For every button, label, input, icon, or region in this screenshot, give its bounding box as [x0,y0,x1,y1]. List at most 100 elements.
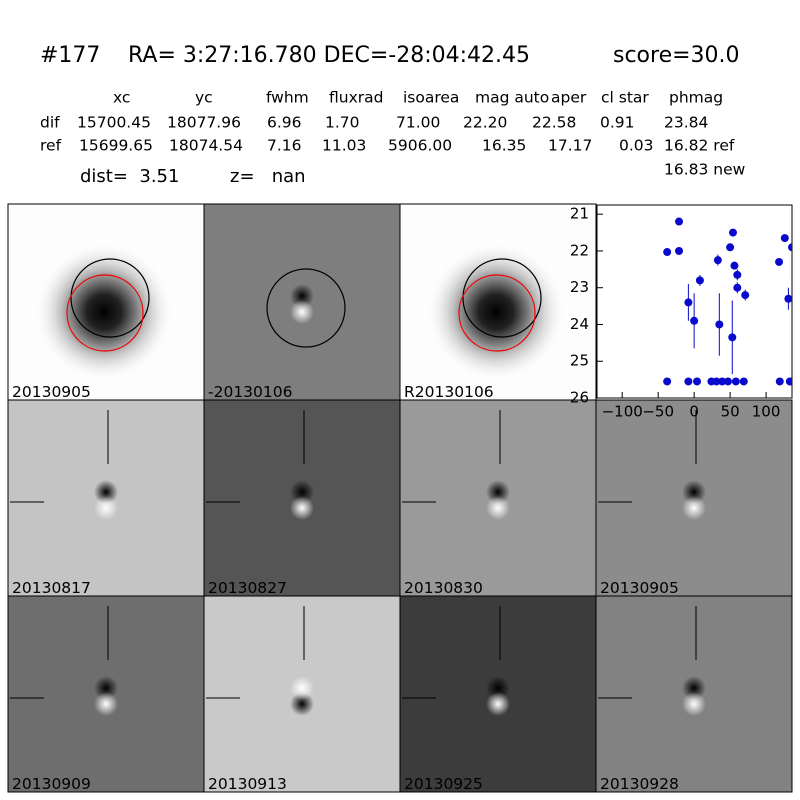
phmag-new: 16.83 new [664,161,746,179]
table-cell: 16.82 ref [664,137,735,155]
table-cell: 71.00 [396,114,440,132]
x-tick-label: 0 [689,403,699,421]
column-header: yc [195,89,213,107]
y-tick-label: 22 [570,241,589,259]
table-cell: 15700.45 [77,114,151,132]
bright-lobe [94,496,118,520]
point [733,283,742,292]
bright-lobe [682,692,706,716]
point [663,248,672,257]
point [728,333,737,342]
point [693,377,702,386]
point [684,377,693,386]
y-tick-label: 24 [570,315,589,333]
bright-lobe [94,692,118,716]
point [726,243,735,252]
table-cell: 15699.65 [79,137,153,155]
stamp-grid: 20130905 -20130106 R20130106 20130817 201308… [7,203,793,793]
column-header: mag auto [475,89,549,107]
table-cell: 22.20 [463,114,507,132]
bright-lobe [290,496,314,520]
stamp-label: 20130928 [600,775,679,793]
dist: dist= 3.51 [80,166,179,187]
aperture [66,274,144,352]
point [713,256,722,265]
point [785,377,792,386]
row-label: dif [40,114,60,132]
galaxy [34,242,174,382]
stamp-label: 20130905 [600,579,679,597]
y-tick-label: 21 [570,205,589,223]
stamp-label: 20130909 [12,775,91,793]
x-tick-label: −50 [642,403,674,421]
point [741,291,750,300]
stamp-label: 20130817 [12,579,91,597]
aperture [458,274,536,352]
stamp-label: 20130913 [208,775,287,793]
column-header: fluxrad [329,89,383,107]
point [788,243,792,252]
y-tick-label: 23 [570,278,589,296]
point [684,298,693,307]
stamp-label: 20130827 [208,579,287,597]
stamp-label: 20130925 [404,775,483,793]
point [675,246,684,255]
light-curve: 21 22 23 24 25 26 −100 −50 0 50 100 [570,204,793,421]
bright-lobe [682,496,706,520]
point [739,377,748,386]
x-tick-label: 100 [752,403,781,421]
column-header: fwhm [266,89,309,107]
point [663,377,672,386]
table-cell: 5906.00 [388,137,452,155]
point [690,316,699,325]
point [731,377,740,386]
table-cell: 22.58 [532,114,576,132]
table-cell: 17.17 [548,137,592,155]
point [730,261,739,270]
aperture [462,258,542,338]
row-label: ref [40,137,62,155]
coordinates: RA= 3:27:16.780 DEC=-28:04:42.45 [128,43,530,68]
bright-lobe [486,496,510,520]
column-header: xc [113,89,130,107]
column-header: cl star [601,89,649,107]
point [723,377,732,386]
column-header: isoarea [403,89,459,107]
point [784,294,792,303]
table-cell: 6.96 [267,114,302,132]
stamp-label: 20130905 [12,383,91,401]
table-cell: 11.03 [322,137,366,155]
table-cell: 1.70 [325,114,360,132]
aperture [266,268,346,348]
bright-lobe [290,300,314,324]
point [715,320,724,329]
x-tick-label: 50 [721,403,740,421]
point [712,377,721,386]
aperture [70,258,150,338]
x-tick-label: −100 [602,403,643,421]
point [733,270,742,279]
point [728,228,737,237]
column-header: phmag [669,89,723,107]
y-tick-label: 25 [570,352,589,370]
stamp-label: -20130106 [208,383,293,401]
score: score=30.0 [613,43,740,68]
point [775,257,784,266]
redshift: z= nan [230,166,306,187]
table-cell: 0.91 [600,114,635,132]
table-cell: 7.16 [267,137,302,155]
y-tick-label: 26 [570,389,589,407]
table-cell: 18074.54 [169,137,243,155]
stamp-label: R20130106 [404,383,494,401]
table-cell: 0.03 [619,137,654,155]
bright-lobe [290,676,314,700]
point [718,377,727,386]
point [780,234,789,243]
points [663,217,792,386]
galaxy [426,242,566,382]
table-cell: 23.84 [664,114,708,132]
table-cell: 18077.96 [167,114,241,132]
point [775,377,784,386]
stamp-label: 20130830 [404,579,483,597]
